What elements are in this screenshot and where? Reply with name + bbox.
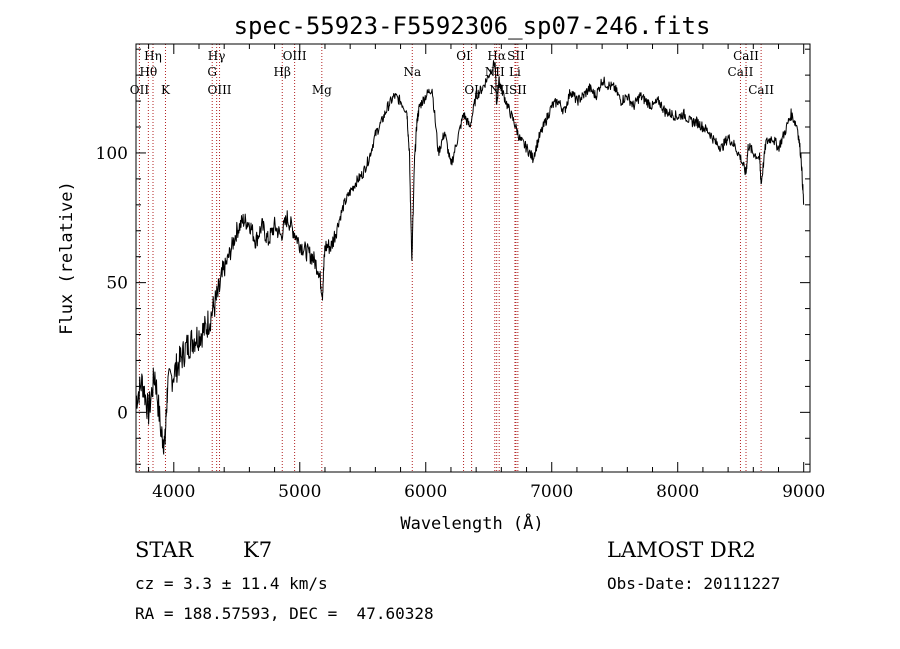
line-label-8: OIII	[283, 49, 307, 63]
line-label-10: Na	[403, 65, 421, 79]
x-tick-label-2: 6000	[404, 482, 447, 502]
object-subclass: K7	[243, 538, 273, 562]
line-label-2: Hη	[144, 49, 162, 63]
line-label-3: K	[161, 83, 171, 97]
chart-title: spec-55923-F5592306_sp07-246.fits	[234, 12, 711, 40]
line-label-9: Mg	[312, 83, 332, 97]
y-axis-label: Flux (relative)	[57, 181, 77, 335]
x-tick-label-3: 7000	[530, 482, 573, 502]
survey-name: LAMOST DR2	[607, 538, 756, 562]
y-tick-label-0: 0	[117, 403, 128, 423]
line-label-11: OI	[456, 49, 471, 63]
plot-frame	[135, 43, 811, 473]
observation-date: Obs-Date: 20111227	[607, 574, 781, 593]
x-tick-label-5: 9000	[782, 482, 825, 502]
line-label-4: Hγ	[208, 49, 226, 63]
coordinates: RA = 188.57593, DEC = 47.60328	[135, 604, 434, 623]
line-label-18: SII	[509, 83, 527, 97]
x-axis-label: Wavelength (Å)	[400, 512, 543, 534]
redshift-velocity: cz = 3.3 ± 11.4 km/s	[135, 574, 328, 593]
line-label-20: CaII	[733, 49, 759, 63]
x-tick-label-1: 5000	[278, 482, 321, 502]
y-tick-label-1: 50	[106, 274, 128, 294]
line-label-21: CaII	[748, 83, 774, 97]
line-label-0: OII	[130, 83, 150, 97]
x-axis: 4000 5000 6000 7000 8000 9000	[148, 44, 825, 502]
line-label-14: SII	[507, 49, 525, 63]
line-label-16: Li	[509, 65, 521, 79]
line-label-7: Hβ	[274, 65, 291, 79]
y-axis: 0 50 100	[96, 48, 810, 465]
x-tick-label-4: 8000	[656, 482, 699, 502]
line-label-19: CaII	[728, 65, 754, 79]
line-label-1: Hθ	[139, 65, 157, 79]
line-label-13: Hα	[487, 49, 506, 63]
line-label-12: OI	[464, 83, 479, 97]
object-class: STAR	[135, 538, 194, 562]
spectrum-series-0	[135, 60, 805, 455]
y-tick-label-2: 100	[96, 144, 128, 164]
line-label-17: NII	[489, 83, 509, 97]
plot-area	[135, 60, 805, 455]
x-tick-label-0: 4000	[152, 482, 195, 502]
line-label-6: OIII	[207, 83, 231, 97]
line-label-5: G	[207, 65, 217, 79]
